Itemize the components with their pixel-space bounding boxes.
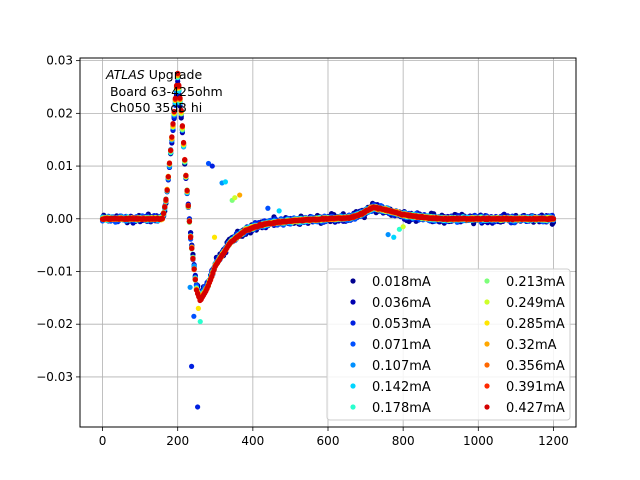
data-points [99,70,557,410]
